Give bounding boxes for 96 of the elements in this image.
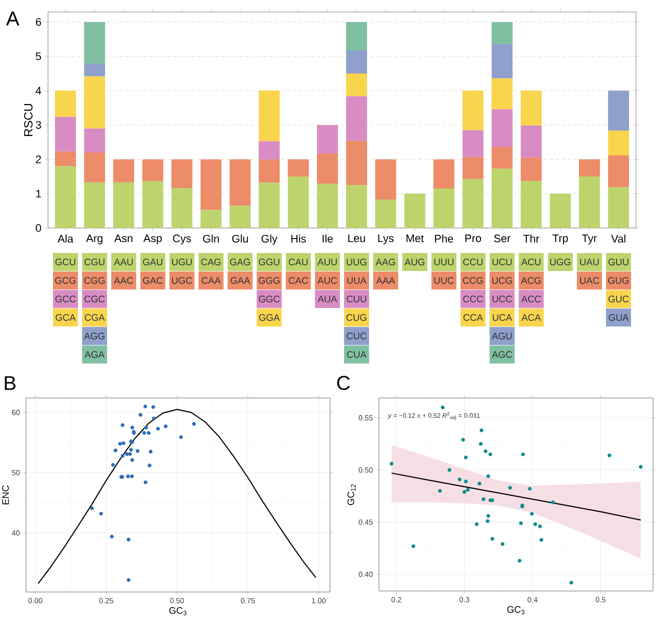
text: UAC	[580, 277, 600, 284]
text: CCA	[463, 314, 483, 321]
text: AUG	[404, 258, 424, 266]
text: CUG	[346, 314, 366, 321]
x-tick-label: Gly	[262, 234, 278, 245]
text: CGC	[84, 296, 105, 302]
text: UUC	[434, 277, 454, 284]
text: GCG	[55, 277, 76, 284]
x-tick-label: Val	[611, 234, 626, 243]
y-tick-label: 2	[36, 156, 41, 164]
x-tick-label: Asn	[114, 234, 132, 242]
text: AGU	[492, 332, 512, 340]
text: GCU	[55, 258, 76, 266]
x-tick-label: Pro	[465, 234, 482, 242]
text: UUU	[434, 258, 454, 266]
text: AGG	[84, 332, 104, 340]
text: GUU	[608, 258, 628, 266]
text: AUC	[317, 277, 338, 284]
x-tick-label: Arg	[86, 234, 102, 244]
text: ACA	[522, 314, 541, 321]
x-tick-label: Thr	[523, 234, 540, 242]
x-tick-label: Ile	[322, 234, 333, 243]
y-axis-title: ENC	[2, 485, 9, 504]
text: AAA	[376, 277, 396, 284]
text: UCU	[492, 258, 512, 266]
text: CAG	[201, 258, 221, 266]
y-axis-title: RSCU	[24, 104, 33, 136]
y-tick-label: 4	[36, 86, 42, 94]
text: CCC	[463, 296, 483, 302]
y-tick-label: 0	[36, 224, 42, 232]
x-tick-label: Trp	[552, 234, 568, 244]
text: GAA	[230, 277, 250, 284]
chart-title: B	[4, 376, 16, 390]
text: UUG	[346, 258, 366, 266]
x-tick-label: Gln	[203, 234, 219, 243]
text: GGA	[259, 314, 280, 321]
x-tick-label: Phe	[435, 234, 454, 243]
chart-title: A	[6, 12, 20, 26]
text: CUU	[346, 296, 366, 302]
text: AUU	[317, 258, 337, 266]
text: AAG	[376, 258, 395, 266]
x-tick-label: Glu	[232, 234, 248, 243]
text: ACU	[521, 258, 540, 266]
text: CAU	[288, 258, 308, 266]
text: CCU	[463, 258, 483, 266]
y-tick-label: 1	[36, 190, 41, 198]
text: ACG	[520, 277, 541, 284]
y-tick-label: 3	[36, 121, 41, 129]
chart-title: C	[337, 376, 350, 390]
text: UGC	[172, 277, 192, 284]
x-tick-label: Asp	[143, 234, 162, 244]
text: GUG	[608, 277, 629, 284]
text: CGU	[84, 258, 104, 266]
text: CAC	[288, 277, 308, 284]
text: GGC	[258, 296, 280, 302]
text: GAU	[143, 258, 162, 266]
text: GUA	[608, 314, 629, 321]
text: CUC	[346, 332, 366, 340]
text: AAC	[114, 277, 134, 284]
text: CUA	[347, 351, 367, 358]
text: CGA	[84, 314, 105, 321]
x-tick-label: His	[291, 234, 306, 243]
text: UCG	[492, 277, 512, 284]
x-tick-label: Met	[406, 234, 424, 242]
text: UCC	[492, 296, 512, 302]
x-tick-label: Ala	[58, 234, 74, 243]
text: UGG	[550, 258, 570, 266]
x-tick-label: Ser	[494, 234, 510, 242]
text: GAC	[143, 277, 163, 284]
text: GCC	[55, 296, 76, 302]
x-tick-label: Lys	[378, 234, 394, 244]
text: GAG	[230, 258, 250, 266]
text: CAA	[202, 277, 221, 284]
text: AGC	[492, 351, 512, 358]
text: CGG	[84, 277, 105, 284]
x-axis-title: GC$_{3}$	[507, 606, 524, 614]
text: UUA	[347, 277, 367, 284]
text: UGU	[172, 258, 192, 266]
x-tick-label: Cys	[173, 234, 191, 244]
x-tick-label: Leu	[348, 234, 365, 242]
text: AUA	[318, 296, 338, 302]
text: GGU	[258, 258, 280, 266]
x-axis-title: GC$_{3}$	[169, 607, 186, 616]
text: AGA	[84, 351, 105, 358]
text: UCA	[492, 314, 512, 321]
text: CCG	[462, 277, 483, 284]
text: GCA	[56, 314, 76, 321]
y-axis-title: GC$_{12}$	[347, 484, 356, 506]
y-tick-label: 6	[36, 18, 41, 26]
y-tick-label: 5	[36, 52, 42, 60]
text: ACC	[521, 296, 541, 302]
x-tick-label: Tyr	[582, 234, 597, 244]
text: GGG	[258, 277, 280, 284]
text: AAU	[114, 258, 133, 266]
text: GUC	[608, 296, 629, 302]
text: UAU	[580, 258, 599, 266]
